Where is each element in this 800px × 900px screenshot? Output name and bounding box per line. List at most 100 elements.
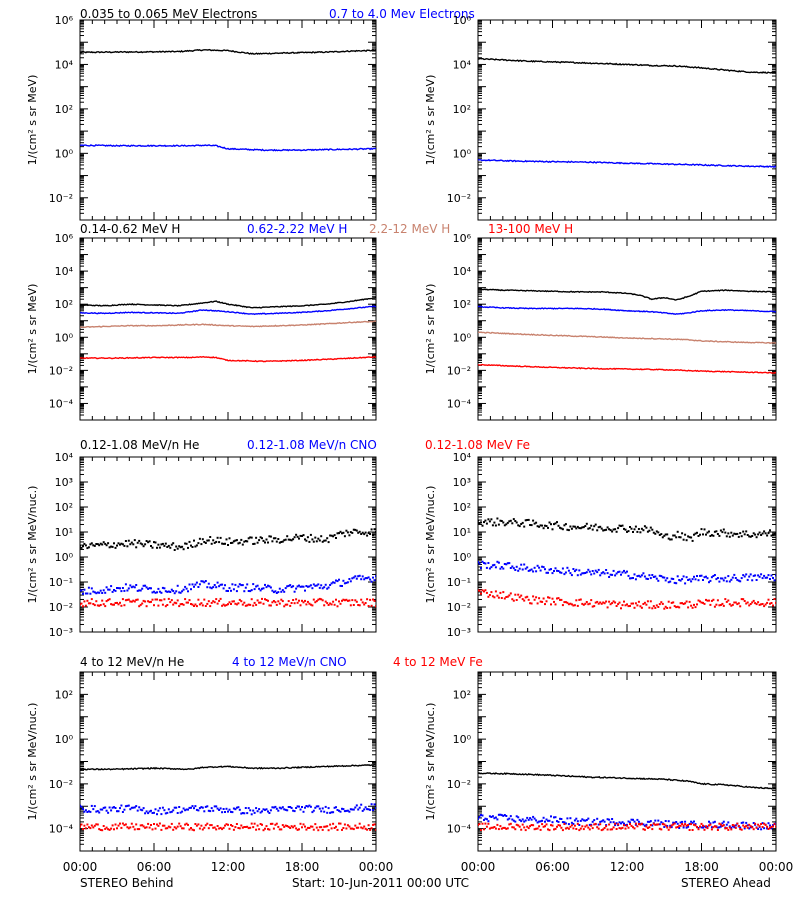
y-axis-label: 1/(cm² s sr MeV/nuc.) xyxy=(26,703,39,821)
data-point xyxy=(773,823,776,826)
data-point xyxy=(330,811,333,814)
data-point xyxy=(554,522,557,525)
data-point xyxy=(664,824,667,827)
data-point xyxy=(126,804,129,807)
data-point xyxy=(524,829,527,832)
data-point xyxy=(636,530,639,533)
data-point xyxy=(335,598,337,601)
data-point xyxy=(216,602,219,605)
data-point xyxy=(634,525,637,528)
data-point xyxy=(511,565,514,568)
data-point xyxy=(184,823,187,826)
data-point xyxy=(769,824,771,827)
data-point xyxy=(363,825,366,828)
data-point xyxy=(573,570,576,573)
y-tick-label: 10⁰ xyxy=(55,147,74,160)
data-point xyxy=(119,807,121,810)
data-point xyxy=(523,826,526,829)
data-point xyxy=(123,544,126,547)
data-point xyxy=(652,576,655,578)
data-point xyxy=(658,823,661,826)
data-point xyxy=(332,822,335,825)
data-point xyxy=(175,545,178,548)
data-point xyxy=(480,829,482,831)
data-point xyxy=(748,827,751,830)
data-point xyxy=(706,531,709,534)
data-point xyxy=(135,823,138,826)
data-point xyxy=(597,568,600,571)
x-tick-label: 00:00 xyxy=(759,860,794,874)
data-point xyxy=(494,524,497,527)
data-point xyxy=(364,602,367,604)
data-point xyxy=(176,547,179,550)
data-point xyxy=(615,822,618,825)
data-point xyxy=(760,573,763,576)
data-point xyxy=(101,808,104,811)
data-point xyxy=(508,817,511,820)
data-point xyxy=(715,603,718,606)
data-point xyxy=(593,823,596,826)
data-point xyxy=(532,824,535,827)
data-point xyxy=(648,826,651,829)
data-point xyxy=(649,820,652,823)
data-point xyxy=(272,600,275,602)
data-point xyxy=(588,527,591,530)
data-point xyxy=(536,564,539,567)
legend-entry: 4 to 12 MeV Fe xyxy=(393,655,483,669)
data-point xyxy=(660,828,663,831)
data-point xyxy=(184,809,187,812)
data-point xyxy=(333,534,336,537)
data-point xyxy=(590,599,593,602)
data-point xyxy=(148,601,151,604)
data-point xyxy=(649,824,652,826)
data-point xyxy=(608,823,611,826)
data-point xyxy=(708,530,710,533)
data-point xyxy=(666,533,669,536)
data-point xyxy=(354,806,357,809)
data-point xyxy=(216,536,219,539)
data-point xyxy=(80,544,81,547)
data-point xyxy=(670,601,673,604)
data-point xyxy=(238,808,241,811)
data-point xyxy=(312,583,315,586)
data-point xyxy=(564,822,567,825)
y-tick-label: 10² xyxy=(55,688,73,701)
data-point xyxy=(700,822,703,825)
data-point xyxy=(369,598,372,601)
data-point xyxy=(110,603,113,606)
data-point xyxy=(147,822,150,825)
data-point xyxy=(237,827,240,829)
data-point xyxy=(623,824,625,827)
data-point xyxy=(201,806,204,809)
data-point xyxy=(293,824,296,827)
y-tick-label: 10⁴ xyxy=(453,265,472,278)
data-point xyxy=(702,533,704,536)
data-point xyxy=(182,548,185,551)
data-point xyxy=(222,808,225,810)
data-point xyxy=(630,577,633,580)
data-point xyxy=(708,599,710,602)
data-point xyxy=(730,578,733,581)
data-point xyxy=(545,823,548,826)
data-point xyxy=(570,824,573,827)
data-point xyxy=(247,827,250,830)
data-point xyxy=(605,825,608,828)
data-point xyxy=(235,539,238,542)
data-point xyxy=(660,601,663,604)
data-point xyxy=(636,825,639,828)
data-point xyxy=(710,599,713,602)
data-point xyxy=(343,599,346,602)
data-point xyxy=(357,575,360,578)
data-point xyxy=(478,561,479,563)
data-point xyxy=(372,576,374,579)
data-point xyxy=(688,536,691,539)
data-point xyxy=(366,828,369,831)
data-point xyxy=(336,580,339,583)
data-point xyxy=(725,600,728,603)
data-point xyxy=(341,532,343,535)
data-point xyxy=(240,584,243,587)
y-tick-label: 10⁻¹ xyxy=(447,576,471,589)
data-point xyxy=(582,819,585,822)
data-point xyxy=(289,827,292,829)
data-point xyxy=(754,533,757,536)
